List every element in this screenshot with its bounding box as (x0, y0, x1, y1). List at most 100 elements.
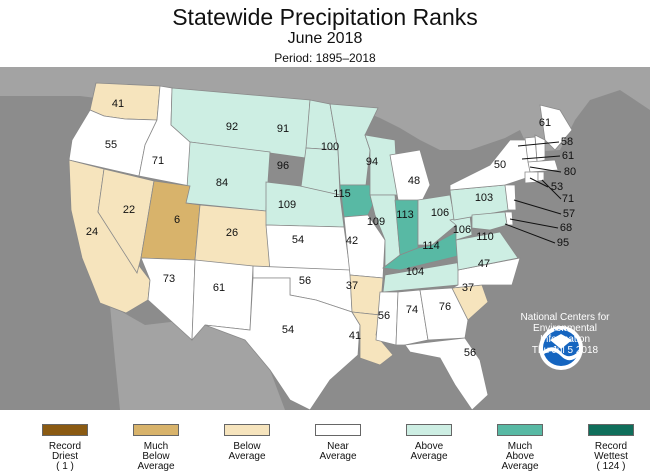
legend-item-record-wettest: Record Wettest ( 124 ) (571, 424, 650, 472)
rank-label-in: 113 (396, 209, 414, 221)
state-ks (265, 224, 351, 272)
rank-label-pa: 103 (475, 192, 493, 204)
state-tx (204, 277, 361, 410)
rank-label-mn: 100 (321, 141, 339, 153)
ncei-line-1: National Centers for (520, 312, 610, 323)
state-ky (381, 231, 463, 271)
rank-label-ny: 50 (494, 159, 506, 171)
rank-label-az: 73 (163, 273, 175, 285)
state-mi (389, 149, 431, 206)
legend-swatch (315, 424, 361, 436)
rank-label-ga: 76 (439, 301, 451, 313)
rank-label-ca: 24 (86, 226, 98, 238)
legend-item-below: Below Average (207, 424, 287, 462)
leader-line-ct (529, 177, 549, 188)
rank-label-wv: 106 (453, 224, 471, 236)
state-md (471, 211, 508, 231)
legend-item-record-driest: Record Driest ( 1 ) (25, 424, 105, 472)
rank-label-de: 68 (560, 222, 572, 234)
state-ia (339, 184, 376, 218)
legend: Record Driest ( 1 ) Much Below Average Bel… (0, 412, 650, 475)
rank-label-il: 109 (367, 216, 385, 228)
map-area: 41 55 24 22 71 92 84 6 26 73 61 91 96 109 54 56 54 100 115… (0, 67, 650, 410)
legend-label: Much Above Average (501, 441, 539, 472)
legend-label: Near Average (319, 441, 357, 462)
state-az (140, 257, 196, 341)
legend-item-much-below: Much Below Average (116, 424, 196, 472)
noaa-logo-icon: NOAA (539, 326, 583, 370)
rank-label-sc: 37 (462, 282, 474, 294)
legend-swatch (497, 424, 543, 436)
rank-label-ne: 109 (278, 199, 296, 211)
rank-label-va: 110 (476, 231, 494, 243)
state-fl (404, 337, 489, 410)
rank-label-me: 61 (539, 117, 551, 129)
legend-swatch (224, 424, 270, 436)
rank-label-mt: 92 (226, 121, 238, 133)
rank-label-nc: 47 (478, 258, 490, 270)
leader-line-vt (521, 155, 561, 160)
rank-label-ia: 115 (333, 188, 351, 200)
rank-label-md: 95 (557, 237, 569, 249)
legend-label: Much Below Average (137, 441, 175, 472)
rank-label-nm: 61 (213, 282, 225, 294)
ncei-line-3: Information (539, 334, 591, 345)
rank-label-id: 71 (152, 155, 164, 167)
legend-swatch (133, 424, 179, 436)
map-subtitle: June 2018 (287, 30, 363, 47)
legend-item-near: Near Average (298, 424, 378, 462)
state-va (455, 231, 519, 271)
legend-label: Below Average (228, 441, 266, 462)
rank-label-ar: 37 (346, 280, 358, 292)
state-ga (419, 287, 469, 341)
rank-label-mo: 42 (346, 235, 358, 247)
rank-label-nd: 91 (277, 123, 289, 135)
legend-label: Record Driest ( 1 ) (48, 441, 82, 472)
leader-line-ri (541, 179, 562, 200)
rank-label-ct: 53 (551, 181, 563, 193)
rank-label-ok: 56 (299, 275, 311, 287)
rank-label-tn: 104 (406, 266, 424, 278)
rank-label-nj: 57 (563, 208, 575, 220)
ncei-line-2: Environmental (533, 323, 597, 334)
state-oh (417, 194, 457, 246)
svg-text:NOAA: NOAA (554, 329, 569, 335)
rank-label-nh: 58 (561, 136, 573, 148)
rank-label-ks: 54 (292, 234, 304, 246)
rank-label-or: 55 (105, 139, 117, 151)
rank-label-wi: 94 (366, 156, 378, 168)
state-mo (343, 214, 386, 279)
leader-line-nh (517, 141, 560, 147)
rank-label-la: 41 (349, 330, 361, 342)
rank-label-wy: 84 (216, 177, 228, 189)
state-me (539, 104, 573, 151)
rank-label-wa: 41 (112, 98, 124, 110)
rank-label-ut: 6 (174, 214, 180, 226)
rank-label-ri: 71 (562, 193, 574, 205)
legend-swatch (406, 424, 452, 436)
state-nc (451, 257, 521, 289)
state-ne (265, 181, 345, 228)
leader-line-nj (513, 199, 562, 215)
leader-line-de (509, 218, 559, 229)
state-nj (504, 184, 517, 211)
us-map: 41 55 24 22 71 92 84 6 26 73 61 91 96 109 54 56 54 100 115… (0, 67, 650, 410)
rank-label-vt: 61 (562, 150, 574, 162)
map-period: Period: 1895–2018 (274, 51, 376, 65)
leader-line-ma (529, 166, 562, 173)
rank-label-ma: 80 (564, 166, 576, 178)
rank-label-nv: 22 (123, 204, 135, 216)
state-al (395, 289, 429, 346)
rank-label-co: 26 (226, 227, 238, 239)
legend-label: Record Wettest ( 124 ) (594, 441, 628, 472)
ncei-date: Thu Jul 5 2018 (531, 345, 599, 356)
legend-item-much-above: Much Above Average (480, 424, 560, 472)
rank-label-fl: 56 (464, 347, 476, 359)
rank-label-sd: 96 (277, 160, 289, 172)
state-ri (537, 171, 545, 182)
leader-line-md (504, 223, 556, 244)
rank-label-mi: 48 (408, 175, 420, 187)
legend-swatch (588, 424, 634, 436)
rank-label-oh: 106 (431, 207, 449, 219)
